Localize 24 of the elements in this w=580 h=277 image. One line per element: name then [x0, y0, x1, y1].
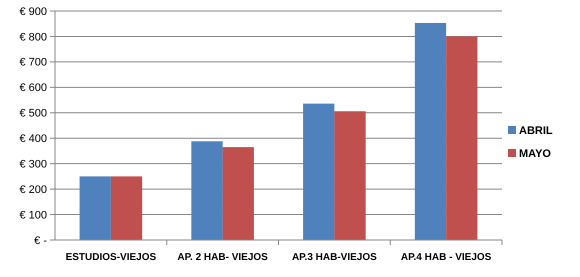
- y-tick-label: € 200: [19, 184, 47, 196]
- legend-label: ABRIL: [519, 125, 553, 137]
- y-tick-label: € 400: [19, 133, 47, 146]
- bar: [334, 111, 366, 240]
- x-tick-label: AP.4 HAB - VIEJOS: [400, 252, 492, 263]
- bar: [110, 176, 142, 240]
- bar: [80, 176, 111, 240]
- y-tick-label: € 900: [19, 6, 47, 18]
- x-tick-label: AP. 2 HAB- VIEJOS: [177, 252, 268, 263]
- y-tick-label: € 100: [19, 209, 47, 222]
- bar: [191, 141, 223, 240]
- bar: [414, 22, 446, 240]
- x-tick-label: AP.3 HAB-VIEJOS: [292, 252, 378, 263]
- y-tick-label: € 800: [19, 31, 47, 44]
- x-tick-label: ESTUDIOS-VIEJOS: [66, 252, 156, 263]
- y-tick-label: € 500: [19, 108, 47, 120]
- y-tick-label: € 600: [19, 82, 47, 94]
- y-tick-label: € 700: [19, 56, 47, 69]
- bar: [222, 147, 254, 240]
- y-tick-label: € 300: [19, 158, 47, 171]
- legend-label: MAYO: [519, 148, 552, 160]
- bar: [303, 104, 334, 240]
- y-tick-label: € -: [34, 234, 48, 247]
- bar: [446, 36, 478, 240]
